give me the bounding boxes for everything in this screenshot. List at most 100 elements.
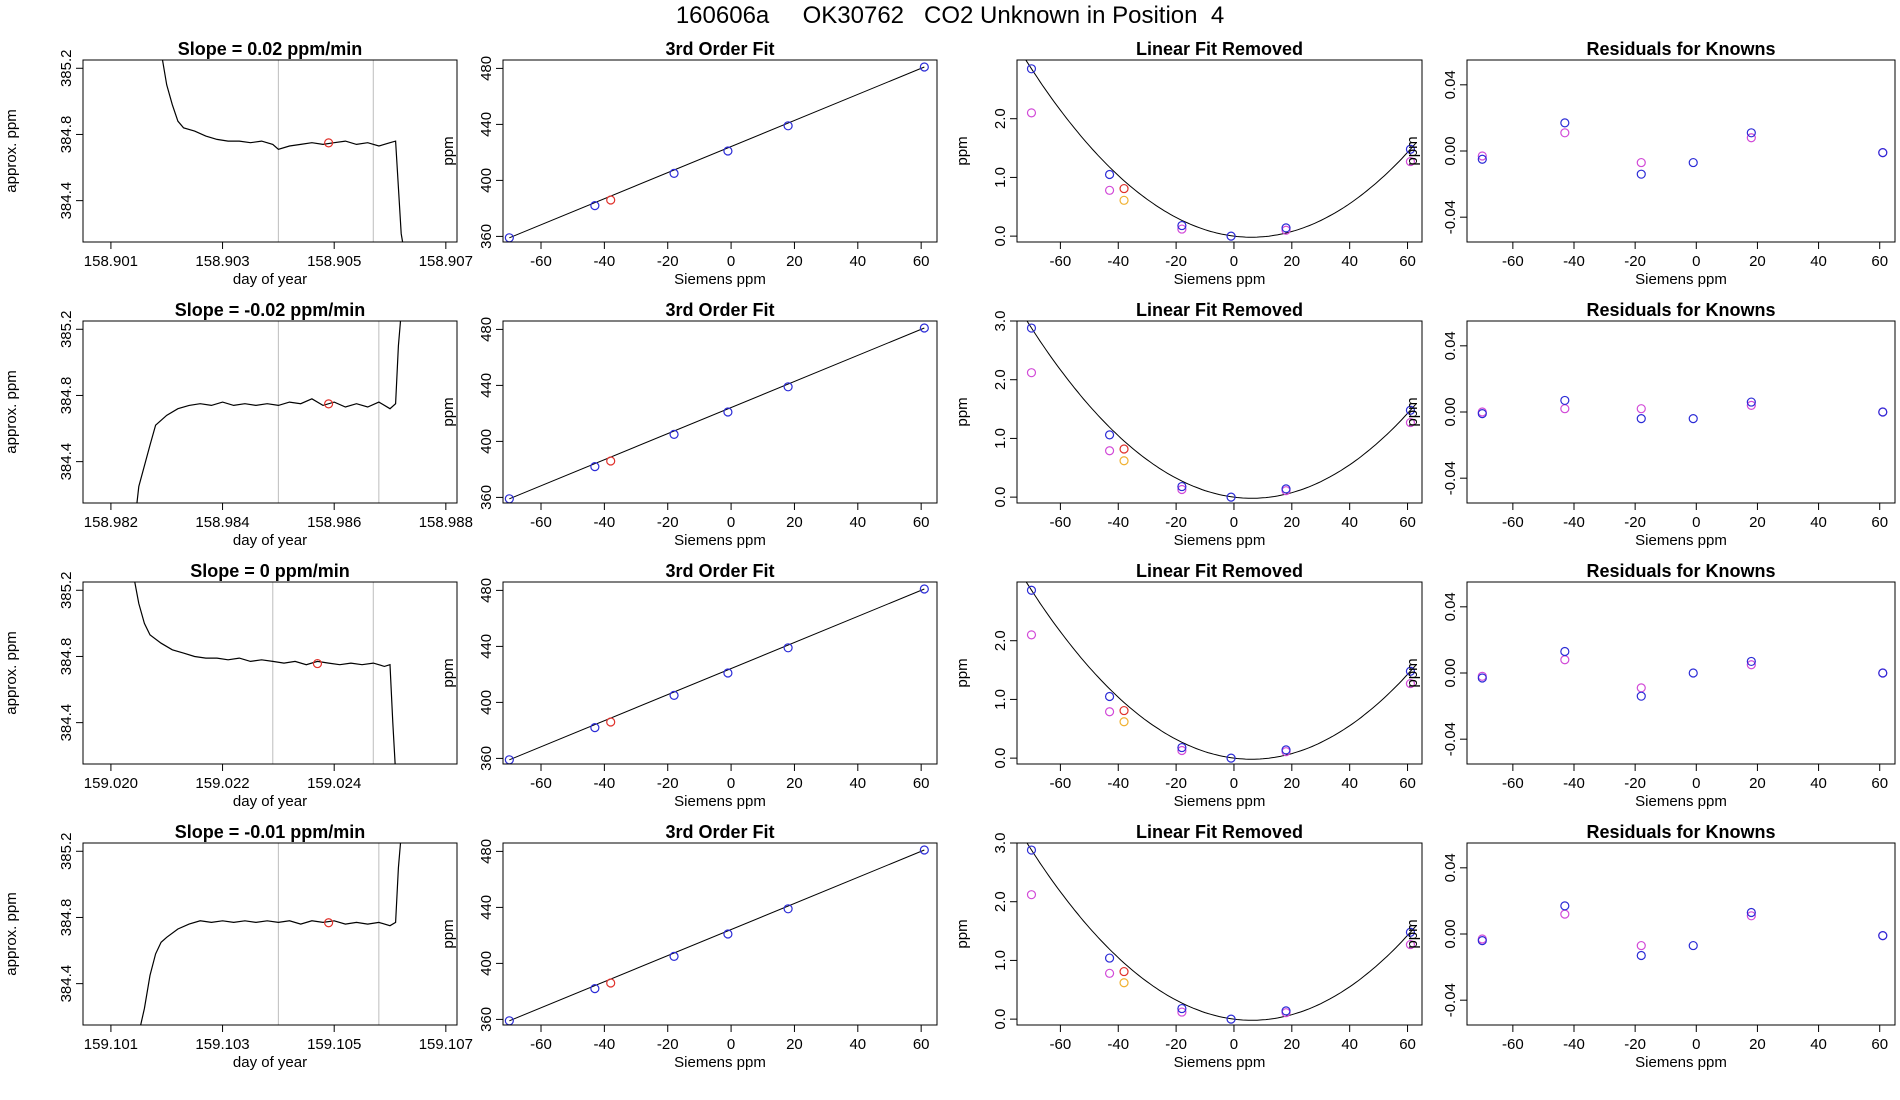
- plot-area: [1477, 118, 1888, 179]
- x-tick-label: 159.105: [307, 1036, 361, 1053]
- x-tick-label: -40: [1107, 514, 1129, 531]
- x-tick-label: -20: [1624, 253, 1646, 270]
- blue-point: [1477, 673, 1487, 683]
- fit-curve: [1025, 60, 1417, 238]
- plot-frame: [502, 842, 938, 1026]
- blue-point: [1560, 395, 1570, 406]
- blue-point: [1560, 901, 1570, 911]
- x-tick-label: 0: [727, 253, 735, 270]
- x-tick-label: -20: [1624, 514, 1646, 531]
- magenta-point: [1177, 745, 1187, 756]
- magenta-point: [1026, 368, 1037, 378]
- orange-point: [1119, 456, 1129, 466]
- blue-point: [1177, 742, 1187, 753]
- blue-point: [1226, 231, 1236, 241]
- magenta-point: [1560, 655, 1570, 665]
- blue-point: [1104, 430, 1115, 440]
- y-tick-label: 384.4: [58, 704, 75, 742]
- x-tick-label: 60: [913, 514, 930, 531]
- y-tick-label: 480: [478, 56, 495, 81]
- magenta-point: [1177, 1007, 1187, 1017]
- blue-point: [1746, 397, 1756, 407]
- plot-frame: [1016, 581, 1423, 765]
- x-tick-label: 159.103: [195, 1036, 249, 1053]
- x-tick-label: 40: [1341, 514, 1358, 531]
- x-tick-label: -60: [1050, 1036, 1072, 1053]
- y-tick-label: 440: [478, 373, 495, 398]
- blue-point: [1226, 753, 1236, 763]
- x-tick-label: -40: [1107, 253, 1129, 270]
- blue-point: [1746, 656, 1756, 667]
- magenta-point: [1560, 909, 1570, 919]
- panel-trace-row3: [76, 842, 458, 1032]
- blue-point: [723, 668, 733, 678]
- plot-frame: [82, 842, 458, 1026]
- x-tick-label: -20: [1165, 1036, 1187, 1053]
- x-tick-label: -40: [1563, 514, 1585, 531]
- x-tick-label: 60: [1399, 514, 1416, 531]
- y-axis-label: ppm: [440, 136, 457, 165]
- page-title: 160606a OK30762 CO2 Unknown in Position …: [675, 2, 1225, 29]
- x-tick-label: 159.101: [84, 1036, 138, 1053]
- blue-point: [1636, 169, 1646, 179]
- series-line: [161, 60, 404, 242]
- panel-title: 3rd Order Fit: [665, 300, 774, 320]
- x-tick-label: 60: [1871, 1036, 1888, 1053]
- fit-curve: [1026, 843, 1417, 1021]
- magenta-point: [1405, 156, 1416, 167]
- x-tick-label: -20: [1624, 1036, 1646, 1053]
- blue-point: [1177, 1003, 1187, 1014]
- panel-title: 3rd Order Fit: [665, 39, 774, 59]
- y-tick-label: 1.0: [992, 689, 1009, 710]
- plot-frame: [1016, 320, 1423, 504]
- plot-area: [140, 843, 402, 1025]
- panel-resid-row3: [1010, 842, 1423, 1032]
- y-tick-label: 400: [478, 951, 495, 976]
- x-tick-label: 20: [1749, 514, 1766, 531]
- y-tick-label: 384.4: [58, 965, 75, 1003]
- blue-point: [1878, 931, 1888, 941]
- y-tick-label: 0.04: [1442, 592, 1459, 621]
- x-axis-label: Siemens ppm: [1174, 532, 1266, 549]
- x-tick-label: -20: [657, 775, 679, 792]
- x-tick-label: -20: [1165, 514, 1187, 531]
- series-line: [134, 582, 396, 764]
- blue-point: [1688, 414, 1698, 424]
- blue-point: [1281, 1006, 1291, 1016]
- y-axis-label: ppm: [440, 919, 457, 948]
- y-axis-label: ppm: [954, 136, 971, 165]
- magenta-point: [1636, 940, 1646, 951]
- panel-fit-row0: [496, 59, 938, 249]
- y-tick-label: 480: [478, 839, 495, 864]
- x-tick-label: -40: [1563, 253, 1585, 270]
- x-tick-label: -60: [1050, 514, 1072, 531]
- x-tick-label: 20: [786, 775, 803, 792]
- x-axis-label: Siemens ppm: [674, 793, 766, 810]
- panel-trace-row1: [76, 320, 458, 510]
- fit-line: [509, 327, 925, 500]
- blue-point: [1405, 144, 1416, 154]
- panel-known-row1: [1460, 320, 1896, 510]
- x-tick-label: -20: [1624, 775, 1646, 792]
- panel-title: 3rd Order Fit: [665, 822, 774, 842]
- y-tick-label: 400: [478, 168, 495, 193]
- y-tick-label: 2.0: [992, 369, 1009, 390]
- x-axis-label: day of year: [233, 532, 307, 549]
- plot-frame: [82, 581, 458, 765]
- blue-point: [504, 1016, 514, 1025]
- y-tick-label: 384.8: [58, 377, 75, 415]
- magenta-point: [1636, 157, 1646, 168]
- blue-point: [669, 168, 679, 178]
- x-tick-label: 158.988: [419, 514, 473, 531]
- y-axis-label: ppm: [954, 397, 971, 426]
- orange-point: [1119, 717, 1129, 727]
- panel-trace-row2: [76, 581, 458, 771]
- y-tick-label: 384.4: [58, 182, 75, 220]
- magenta-point: [1405, 939, 1416, 950]
- blue-point: [1026, 585, 1037, 595]
- fit-curve: [1026, 321, 1417, 499]
- x-tick-label: 159.022: [195, 775, 249, 792]
- fit-curve: [1025, 582, 1417, 760]
- panel-title: Slope = -0.02 ppm/min: [175, 300, 366, 320]
- y-tick-label: 0.00: [1442, 919, 1459, 948]
